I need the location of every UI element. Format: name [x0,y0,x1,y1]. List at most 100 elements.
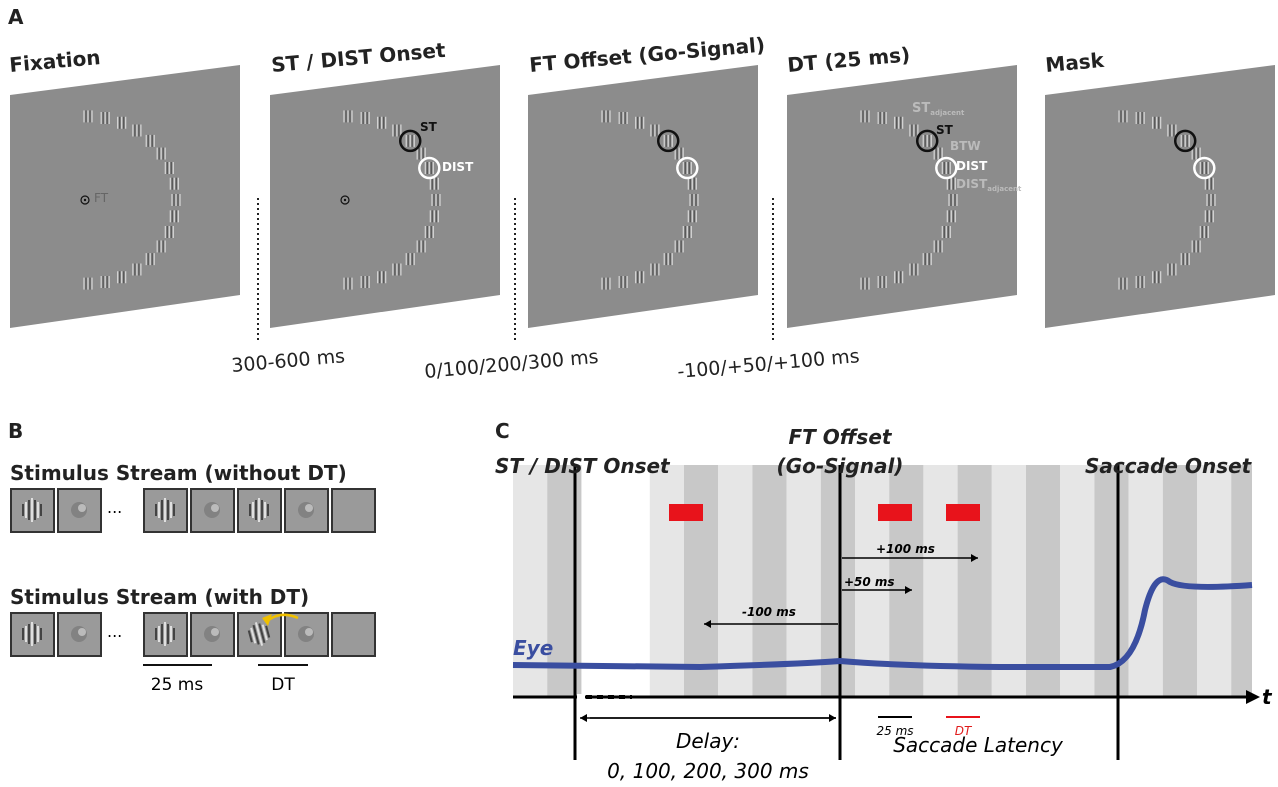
stripe [513,465,548,697]
eye-trace [512,576,1253,671]
mask [78,628,86,636]
ellipsis: ... [107,622,122,641]
arrow-head [580,714,587,722]
dist-marker [676,156,699,180]
frame-title: ST / DIST Onset [270,38,446,77]
ft-label: FT [94,191,109,205]
event-label: (Go-Signal) [777,454,904,478]
stream-title: Stimulus Stream (with DT) [10,585,309,609]
frame-title: Fixation [8,45,101,77]
event-label: FT Offset [789,425,893,449]
screen [1045,65,1275,328]
dt-slot [946,504,980,521]
fixation-dot [83,198,87,202]
arrow-head [971,554,978,562]
mask [211,628,219,636]
grating [250,627,257,644]
bar-label: 25 ms [876,724,913,738]
offset-label: -100 ms [742,605,796,619]
stimulus-frame [331,612,376,657]
st-marker [915,129,939,153]
st-adjacent-label: STadjacent [912,101,965,117]
delay-label: Delay: [676,729,740,753]
st-marker [656,129,680,153]
duration-label: 25 ms [151,675,204,695]
timeline [512,465,1260,760]
stimulus-frame [57,488,102,533]
stimulus-frame [284,488,329,533]
dist-adjacent-label: DISTadjacent [956,177,1022,193]
arrow-head [704,620,711,628]
event-label: ST / DIST Onset [495,454,671,478]
stimulus-frame [331,488,376,533]
screen [270,65,500,328]
stripe [786,465,821,697]
st-marker [398,129,422,153]
dist-label: DIST [956,159,988,173]
event-label: Saccade Onset [1085,454,1253,478]
stripe [1231,465,1252,697]
grating [265,625,271,638]
eye-label: Eye [513,636,553,660]
offset-label: +50 ms [844,575,895,589]
grating [254,622,264,646]
frame-title: Mask [1044,48,1105,77]
mask [211,504,219,512]
streams [10,488,376,657]
dist-marker [935,156,958,180]
interval: 0/100/200/300 ms [424,346,600,383]
grating [247,630,253,643]
stripe [752,465,787,697]
st-label: ST [420,120,438,134]
mask [305,628,313,636]
grating [261,624,268,641]
fixation [80,195,90,205]
bar-label: DT [955,724,973,738]
axis-gap-cover [577,694,585,700]
fixation-dot [343,198,347,202]
dist-marker [1193,156,1216,180]
stripe [1026,465,1061,697]
dist-label: DIST [442,160,474,174]
stripe [649,465,684,697]
interval: -100/+50/+100 ms [677,345,861,383]
grating [252,624,260,645]
stripe [718,465,753,697]
arrow-head [905,586,912,594]
frame-title: DT (25 ms) [786,42,911,77]
interval: 300-600 ms [231,345,346,377]
dt-slot [669,504,703,521]
rotation-arrow-head [262,614,272,626]
st-label: ST [936,123,954,137]
grating [258,623,266,644]
panel-label: A [8,5,24,29]
latency-label: Saccade Latency [893,733,1064,757]
panel-label: C [495,419,510,443]
btw-label: BTW [950,139,981,153]
screen [787,65,1017,328]
mask [305,504,313,512]
stripe [957,465,992,697]
screen [528,65,758,328]
axis-head [1246,690,1260,704]
stream-title: Stimulus Stream (without DT) [10,461,347,485]
dist-marker [418,156,441,180]
stripe [889,465,924,697]
dt-label: DT [271,675,295,695]
stripe [1197,465,1232,697]
mask [78,504,86,512]
stimulus-frame [284,612,329,657]
st-marker [1173,129,1197,153]
panel-label: B [8,419,23,443]
screens [10,65,1275,328]
fixation [340,195,350,205]
delay-values: 0, 100, 200, 300 ms [607,759,809,783]
offset-label: +100 ms [876,542,935,556]
stripe [923,465,958,697]
stripe [991,465,1026,697]
stripe [684,465,719,697]
time-label: t [1262,685,1273,709]
stripe [1060,465,1095,697]
dt-slot [878,504,912,521]
